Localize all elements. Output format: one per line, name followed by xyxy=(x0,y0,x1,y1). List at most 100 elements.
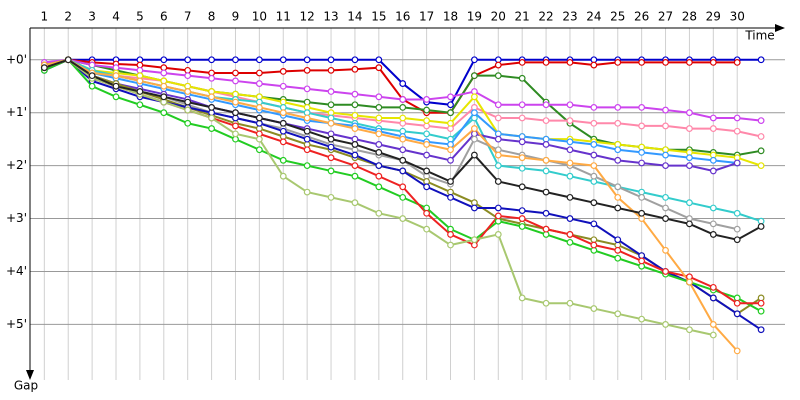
point xyxy=(423,167,431,175)
point xyxy=(590,241,598,249)
point xyxy=(470,236,478,244)
point xyxy=(518,164,526,172)
point xyxy=(614,204,622,212)
point xyxy=(518,215,526,222)
point xyxy=(232,69,239,77)
x-tick-label: 24 xyxy=(586,10,601,24)
point xyxy=(64,56,72,64)
x-tick-label: 10 xyxy=(252,10,267,24)
point xyxy=(303,135,311,143)
point xyxy=(662,122,669,130)
point xyxy=(614,254,622,262)
point xyxy=(232,130,239,138)
point xyxy=(590,141,598,148)
point xyxy=(375,183,383,191)
point xyxy=(423,141,431,148)
point xyxy=(255,135,263,143)
point xyxy=(447,193,454,201)
point xyxy=(279,172,287,180)
point xyxy=(686,220,693,228)
x-tick-label: 7 xyxy=(184,10,192,24)
x-axis-arrow xyxy=(775,24,785,32)
point xyxy=(614,193,622,201)
point xyxy=(709,231,717,238)
point xyxy=(566,238,574,246)
x-tick-label: 27 xyxy=(658,10,673,24)
point xyxy=(709,59,717,66)
point xyxy=(399,80,407,87)
y-axis-arrow xyxy=(26,370,34,380)
point xyxy=(208,56,215,64)
point xyxy=(614,246,622,254)
point xyxy=(662,215,669,222)
point xyxy=(375,209,383,217)
series-line xyxy=(44,58,738,172)
point xyxy=(614,236,622,244)
point xyxy=(255,103,263,111)
point xyxy=(423,96,431,103)
point xyxy=(614,183,622,191)
point xyxy=(327,135,335,143)
point xyxy=(375,130,383,138)
point xyxy=(733,236,741,244)
point xyxy=(423,117,431,125)
point xyxy=(566,146,574,154)
point xyxy=(184,106,192,114)
point xyxy=(709,156,717,164)
point xyxy=(614,156,622,164)
point xyxy=(351,141,359,148)
point xyxy=(590,103,598,111)
point xyxy=(470,151,478,159)
x-tick-label: 26 xyxy=(634,10,649,24)
point xyxy=(757,133,765,140)
series-line xyxy=(44,58,738,352)
x-tick-label: 9 xyxy=(232,10,240,24)
point xyxy=(399,114,407,122)
point xyxy=(662,321,669,328)
point xyxy=(662,193,669,201)
point xyxy=(518,207,526,215)
point xyxy=(375,141,383,148)
point xyxy=(686,125,693,132)
x-tick-label: 12 xyxy=(300,10,315,24)
point xyxy=(160,82,168,90)
point xyxy=(351,172,359,180)
x-tick-label: 13 xyxy=(323,10,338,24)
point xyxy=(494,204,502,212)
point xyxy=(447,109,454,117)
point xyxy=(662,246,669,254)
point xyxy=(709,220,717,228)
point xyxy=(399,156,407,164)
point xyxy=(447,178,454,185)
point xyxy=(638,159,646,167)
point xyxy=(303,188,311,196)
point xyxy=(375,103,383,111)
x-axis-label: Time xyxy=(744,29,774,43)
point xyxy=(590,172,598,180)
point xyxy=(232,77,239,85)
point xyxy=(686,162,693,170)
point xyxy=(136,77,144,85)
x-tick-label: 16 xyxy=(395,10,410,24)
x-tick-label: 29 xyxy=(706,10,721,24)
point xyxy=(232,109,239,117)
point xyxy=(351,199,359,207)
point xyxy=(351,125,359,132)
point xyxy=(255,69,263,77)
point xyxy=(733,310,741,318)
point xyxy=(518,138,526,146)
point xyxy=(757,326,765,334)
point xyxy=(303,162,311,170)
point xyxy=(208,93,215,101)
point xyxy=(184,88,192,95)
point xyxy=(757,117,765,125)
point xyxy=(375,93,383,101)
point xyxy=(423,130,431,138)
point xyxy=(662,204,669,212)
point xyxy=(255,114,263,122)
point xyxy=(160,56,168,64)
point xyxy=(447,241,454,249)
point xyxy=(447,93,454,101)
point xyxy=(709,167,717,175)
point xyxy=(375,56,383,64)
